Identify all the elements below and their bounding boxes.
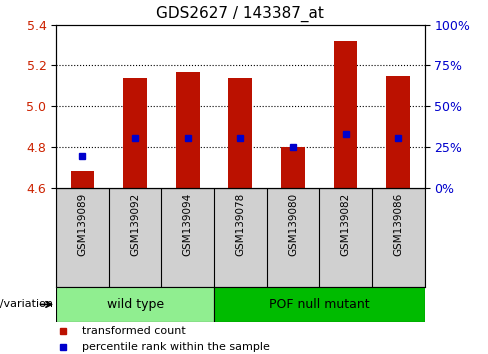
Text: POF null mutant: POF null mutant (269, 298, 369, 311)
Text: GSM139082: GSM139082 (341, 193, 350, 256)
Bar (228, 78, 252, 188)
Text: GSM139080: GSM139080 (288, 193, 298, 256)
Bar (214, 287, 425, 322)
Text: percentile rank within the sample: percentile rank within the sample (82, 342, 270, 352)
Text: GSM139078: GSM139078 (235, 193, 245, 256)
Text: GSM139089: GSM139089 (78, 193, 87, 256)
Text: GSM139086: GSM139086 (393, 193, 403, 256)
Text: GSM139092: GSM139092 (130, 193, 140, 256)
Text: transformed count: transformed count (82, 326, 185, 336)
Bar (386, 76, 410, 188)
Bar (71, 171, 94, 188)
Bar (176, 72, 200, 188)
Title: GDS2627 / 143387_at: GDS2627 / 143387_at (156, 6, 325, 22)
Bar (281, 147, 305, 188)
Text: wild type: wild type (106, 298, 163, 311)
Bar (56, 287, 214, 322)
Bar (123, 78, 147, 188)
Text: GSM139094: GSM139094 (183, 193, 193, 256)
Bar (334, 41, 357, 188)
Text: genotype/variation: genotype/variation (0, 299, 54, 309)
